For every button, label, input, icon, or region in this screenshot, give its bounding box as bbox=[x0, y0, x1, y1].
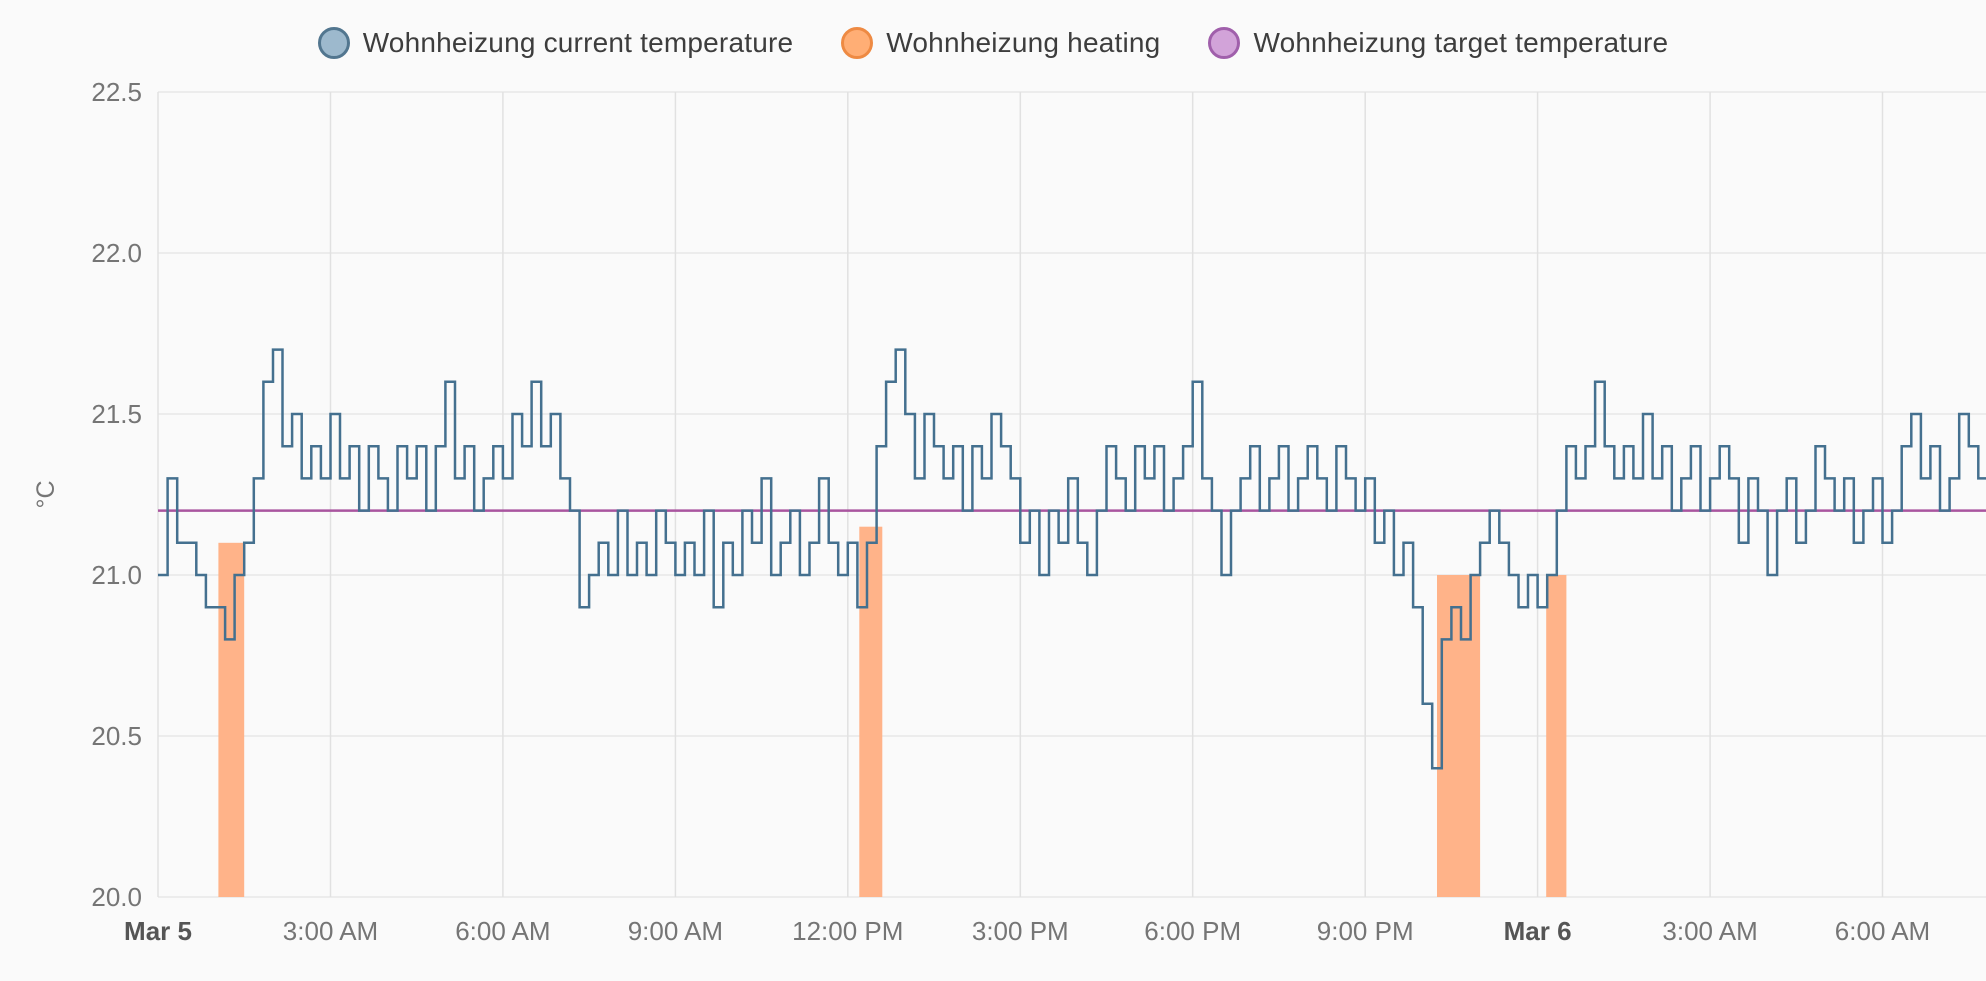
heating-bar[interactable] bbox=[1437, 575, 1481, 897]
y-tick-label: 22.0 bbox=[91, 238, 142, 268]
heating-dot-icon bbox=[841, 27, 874, 59]
current-temperature-dot-icon bbox=[317, 27, 350, 59]
heating-bar[interactable] bbox=[218, 542, 245, 897]
legend-label-heating: Wohnheizung heating bbox=[886, 27, 1161, 58]
x-tick-label: Mar 5 bbox=[124, 916, 192, 946]
y-tick-label: 21.5 bbox=[91, 399, 142, 429]
x-tick-label: Mar 6 bbox=[1504, 916, 1572, 946]
x-tick-label: 12:00 PM bbox=[792, 916, 903, 946]
target-temperature-dot-icon bbox=[1208, 27, 1241, 59]
x-tick-label: 9:00 AM bbox=[628, 916, 723, 946]
legend-item-heating[interactable]: Wohnheizung heating bbox=[841, 27, 1160, 59]
y-tick-label: 20.0 bbox=[91, 882, 142, 912]
current-temperature-line[interactable] bbox=[158, 348, 1986, 770]
legend-label-target-temperature: Wohnheizung target temperature bbox=[1253, 27, 1669, 58]
x-tick-label: 9:00 PM bbox=[1317, 916, 1414, 946]
legend-item-target-temperature[interactable]: Wohnheizung target temperature bbox=[1208, 27, 1668, 59]
y-tick-label: 21.0 bbox=[91, 560, 142, 590]
x-tick-label: 6:00 AM bbox=[455, 916, 550, 946]
heating-bar[interactable] bbox=[859, 526, 883, 897]
legend-item-current-temperature[interactable]: Wohnheizung current temperature bbox=[317, 27, 794, 59]
chart-legend: Wohnheizung current temperature Wohnheiz… bbox=[0, 27, 1986, 59]
x-tick-label: 3:00 PM bbox=[972, 916, 1069, 946]
x-tick-label: 6:00 PM bbox=[1144, 916, 1241, 946]
y-tick-label: 22.5 bbox=[91, 77, 142, 107]
x-tick-label: 3:00 AM bbox=[1662, 916, 1757, 946]
y-axis-label: °C bbox=[32, 480, 60, 508]
legend-label-current-temperature: Wohnheizung current temperature bbox=[362, 27, 794, 58]
x-tick-label: 3:00 AM bbox=[283, 916, 378, 946]
x-tick-label: 6:00 AM bbox=[1835, 916, 1930, 946]
y-tick-label: 20.5 bbox=[91, 721, 142, 751]
heating-bar[interactable] bbox=[1546, 575, 1567, 897]
